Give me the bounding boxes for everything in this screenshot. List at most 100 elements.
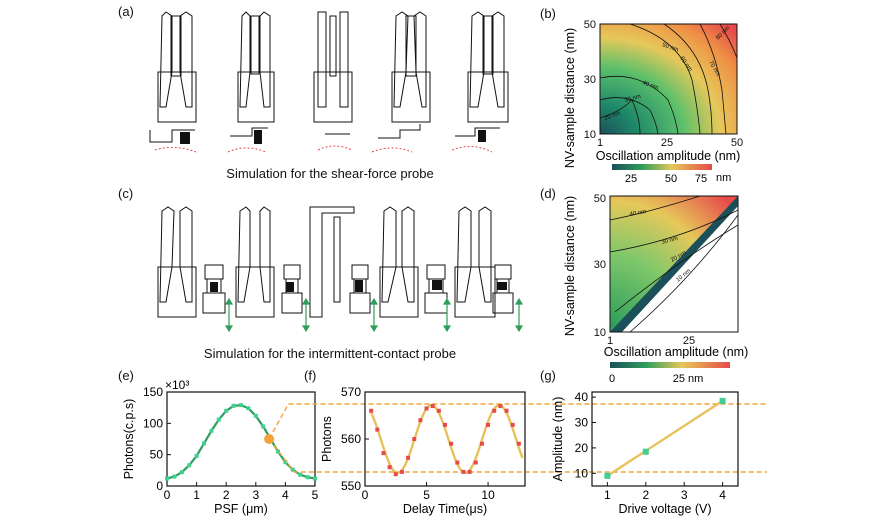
shear-probe-2 xyxy=(237,11,275,123)
e-data-point xyxy=(253,413,258,418)
e-xtick-label: 3 xyxy=(252,488,259,502)
contour-b-40 xyxy=(599,75,679,135)
shear-probe-3 xyxy=(313,11,353,123)
e-data-point xyxy=(209,428,214,433)
f-data-point xyxy=(461,469,466,474)
f-ylabel: Photons xyxy=(320,416,334,462)
caption-intermittent: Simulation for the intermittent-contact … xyxy=(203,346,457,361)
e-ytick-label: 0 xyxy=(156,479,163,493)
f-data-point xyxy=(467,469,472,474)
d-ylabel: NV-sample distance (nm) xyxy=(563,196,577,336)
g-xlabel: Drive voltage (V) xyxy=(618,502,711,516)
d-ytick-50: 50 xyxy=(594,193,606,205)
f-data-point xyxy=(486,422,491,427)
ic-probe-2 xyxy=(235,206,275,318)
e-multiplier: ×10³ xyxy=(165,378,189,392)
f-data-point xyxy=(424,406,429,411)
ic-probe-5 xyxy=(454,206,496,318)
g-ytick-label: 30 xyxy=(575,415,589,429)
g-ytick-label: 40 xyxy=(575,390,589,404)
f-data-point xyxy=(516,441,521,446)
g-frame xyxy=(591,391,739,487)
contour-b-label-30: 30 nm xyxy=(624,94,642,104)
e-data-point xyxy=(298,472,303,477)
e-data-point xyxy=(194,453,199,458)
f-ytick-label: 550 xyxy=(341,479,361,493)
e-ytick-label: 100 xyxy=(143,416,163,430)
heatmap-d-excluded xyxy=(610,196,738,332)
f-data-point xyxy=(492,408,497,413)
ic-probe-4 xyxy=(379,206,419,318)
contour-b-label-40: 40 nm xyxy=(641,80,659,91)
g-xtick-label: 3 xyxy=(681,488,688,502)
contour-d-10 xyxy=(629,214,739,333)
g-data-point xyxy=(719,397,726,404)
g-ylabel: Amplitude (nm) xyxy=(551,397,565,482)
g-xtick-label: 1 xyxy=(604,488,611,502)
f-data-point xyxy=(393,472,398,477)
f-data-point xyxy=(375,427,380,432)
d-xtick-25: 25 xyxy=(683,335,695,347)
e-data-point xyxy=(290,467,295,472)
b-ytick-10: 10 xyxy=(584,129,596,141)
g-data-point xyxy=(604,472,611,479)
f-data-point xyxy=(473,460,478,465)
b-xtick-25: 25 xyxy=(661,137,673,149)
f-data-point xyxy=(479,441,484,446)
contour-b-60 xyxy=(663,23,713,135)
panel-label-f: (f) xyxy=(304,368,317,383)
e-data-point xyxy=(231,403,236,408)
f-data-point xyxy=(498,404,503,409)
panel-label-g: (g) xyxy=(540,368,556,383)
contour-d-label-30: 30 nm xyxy=(661,236,679,246)
f-data-point xyxy=(369,408,374,413)
f-data-point xyxy=(449,441,454,446)
e-data-point xyxy=(172,474,177,479)
d-ytick-30: 30 xyxy=(594,259,606,271)
f-data-point xyxy=(510,422,515,427)
e-data-point xyxy=(313,476,317,481)
b-xtick-1: 1 xyxy=(597,137,603,149)
e-xlabel: PSF (μm) xyxy=(214,502,268,516)
b-ytick-30: 30 xyxy=(584,74,596,86)
shear-probe-4 xyxy=(391,11,431,123)
e-xtick-label: 5 xyxy=(312,488,319,502)
contour-b-50 xyxy=(629,23,701,135)
d-colorbar xyxy=(610,362,730,368)
contour-b-30 xyxy=(599,97,659,135)
b-cbar-50: 50 xyxy=(665,173,677,185)
f-ytick-label: 560 xyxy=(341,432,361,446)
e-data-point xyxy=(276,449,280,454)
f-data-point xyxy=(436,408,441,413)
g-data-point xyxy=(642,448,649,455)
d-cbar-25: 25 nm xyxy=(673,373,704,385)
g-xtick-label: 2 xyxy=(642,488,649,502)
b-cbar-25: 25 xyxy=(625,173,637,185)
e-ytick-label: 150 xyxy=(143,385,163,399)
e-ylabel: Photons(c.p.s) xyxy=(122,399,136,480)
shear-probe-5 xyxy=(467,11,509,123)
contour-d-20 xyxy=(614,224,739,313)
panel-label-b: (b) xyxy=(540,6,556,21)
b-ylabel: NV-sample distance (nm) xyxy=(563,28,577,168)
contour-d-label-40: 40 nm xyxy=(629,209,646,218)
f-data-point xyxy=(399,469,404,474)
b-ytick-50: 50 xyxy=(584,19,596,31)
panel-label-e: (e) xyxy=(118,368,134,383)
g-xtick-label: 4 xyxy=(719,488,726,502)
b-xtick-50: 50 xyxy=(731,137,743,149)
contour-b-label-50: 50 nm xyxy=(661,42,679,53)
f-xtick-label: 0 xyxy=(362,488,369,502)
e-data-point xyxy=(187,463,192,468)
e-data-point xyxy=(283,460,288,465)
f-xtick-label: 10 xyxy=(481,488,495,502)
b-xlabel: Oscillation amplitude (nm) xyxy=(596,149,741,163)
e-series-line xyxy=(166,404,316,480)
panel-label-a: (a) xyxy=(118,4,134,19)
f-data-point xyxy=(504,408,509,413)
contour-b-label-20: 20 nm xyxy=(604,111,622,122)
